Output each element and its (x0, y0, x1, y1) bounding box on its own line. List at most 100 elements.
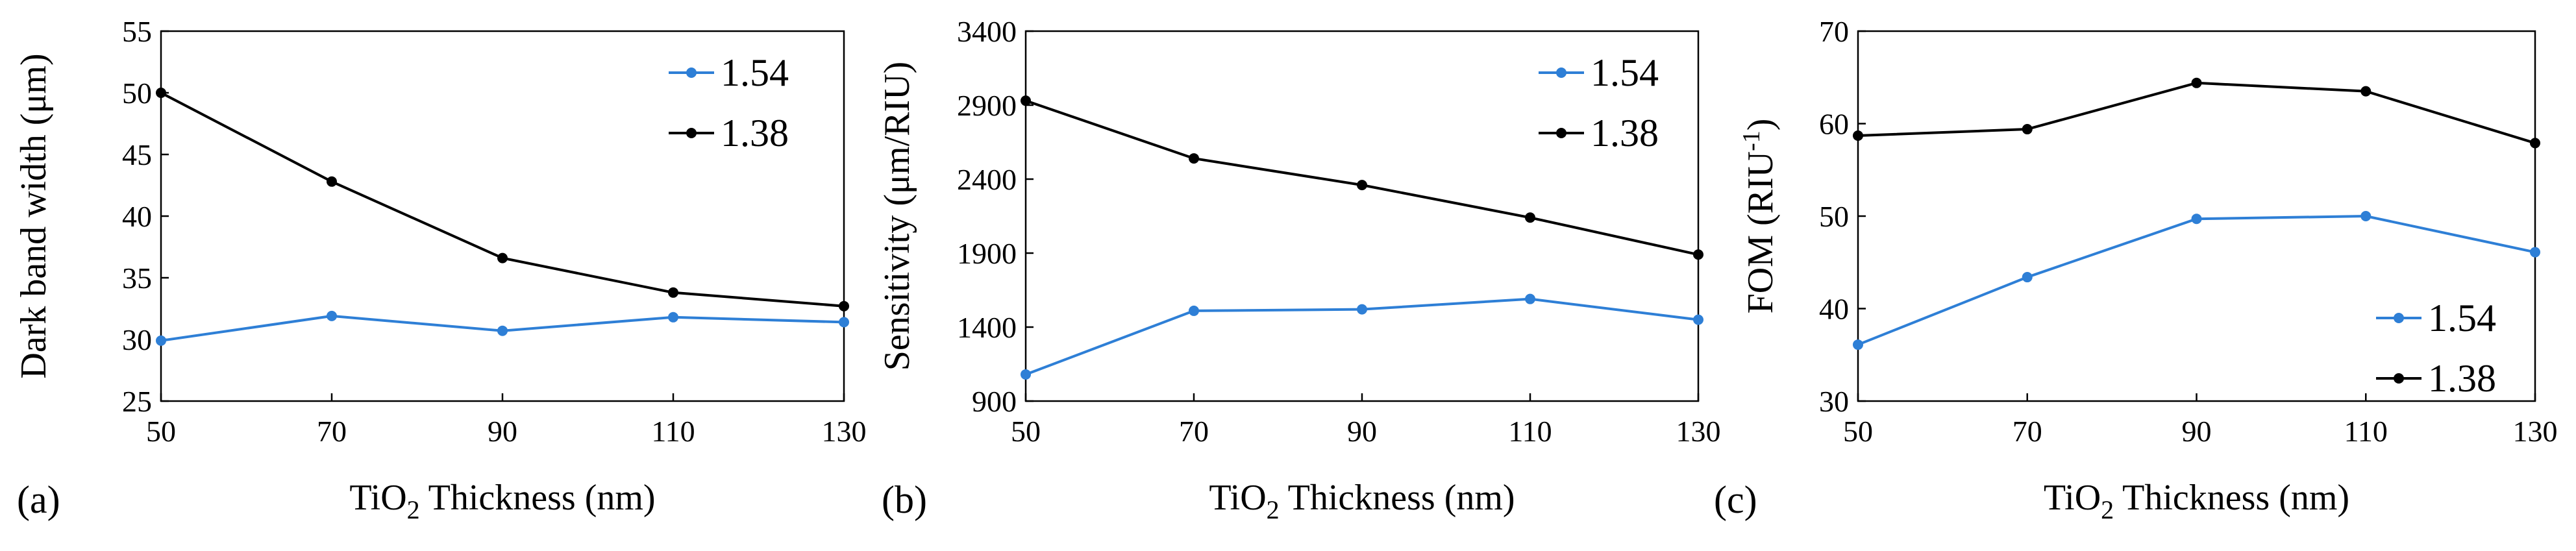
y-tick-label: 2900 (957, 89, 1017, 122)
series-1-38 (1853, 77, 2540, 149)
data-point (1189, 305, 1199, 316)
data-point (1021, 369, 1031, 380)
legend-swatch-marker (1556, 128, 1567, 138)
y-tick-label: 50 (1819, 200, 1849, 233)
panel-label: (c) (1714, 478, 1757, 521)
y-tick-label: 1900 (957, 237, 1017, 270)
x-axis-title-text: Thickness (nm) (420, 478, 656, 518)
data-point (668, 312, 678, 323)
x-tick-label: 70 (2012, 415, 2042, 448)
y-axis-title: Sensitivity (μm/RIU) (877, 62, 917, 371)
legend-swatch-marker (686, 67, 697, 78)
legend-label: 1.38 (1591, 112, 1659, 154)
y-tick-label: 30 (1819, 385, 1849, 418)
y-tick-label: 30 (122, 323, 152, 356)
x-tick-label: 110 (1508, 415, 1552, 448)
data-point (1693, 314, 1703, 325)
chart-panel-b: 900 1400 1900 2400 2900 3400 50 70 90 110 130 TiO2 … (877, 15, 1721, 524)
y-tick-label: 40 (122, 200, 152, 233)
y-axis-title-superscript: -1 (1738, 130, 1765, 151)
data-point (2022, 124, 2033, 135)
legend-swatch-marker (686, 128, 697, 138)
legend-entry: 1.38 (2376, 357, 2496, 400)
y-tick-label: 45 (122, 138, 152, 171)
data-point (2191, 214, 2202, 225)
series-1-54 (1021, 293, 1703, 380)
data-point (1021, 95, 1031, 106)
y-tick-label: 50 (122, 77, 152, 110)
y-axis-title-text: ) (1740, 119, 1781, 131)
data-point (156, 88, 166, 98)
chart-panel-c: 30 40 50 60 70 50 70 90 110 130 TiO2 Thickness (nm… (1714, 15, 2558, 524)
x-tick-label: 130 (2513, 415, 2558, 448)
panel-label: (b) (882, 478, 927, 521)
legend-swatch-marker (2394, 373, 2404, 384)
data-point (1525, 293, 1535, 304)
x-axis-title: TiO2 Thickness (nm) (2044, 478, 2349, 524)
data-point (839, 317, 849, 328)
series-line (1857, 81, 2536, 145)
x-tick-label: 110 (651, 415, 695, 448)
legend-label: 1.54 (721, 51, 789, 94)
data-point (1525, 212, 1535, 223)
x-tick-label: 110 (2344, 415, 2388, 448)
chart-panel-a: 25 30 35 40 45 50 55 50 70 90 110 130 TiO2 Thickness… (14, 15, 867, 524)
legend-label: 1.38 (2428, 357, 2496, 400)
x-tick-label: 70 (1179, 415, 1209, 448)
series-1-38 (156, 88, 849, 312)
x-axis-title-text: Thickness (nm) (2114, 478, 2349, 518)
x-axis-title-subscript: 2 (1267, 495, 1280, 524)
x-axis-title: TiO2 Thickness (nm) (349, 478, 655, 524)
data-point (2530, 138, 2540, 149)
data-point (2360, 86, 2372, 97)
y-tick-label: 60 (1819, 108, 1849, 141)
series-1-54 (1853, 211, 2540, 350)
data-point (497, 325, 508, 336)
y-axis-title: Dark band width (μm) (14, 53, 54, 378)
y-tick-label: 25 (122, 385, 152, 418)
data-point (2530, 247, 2540, 258)
legend-swatch-marker (1556, 67, 1567, 78)
data-point (1853, 339, 1863, 350)
x-tick-label: 50 (1843, 415, 1873, 448)
x-tick-label: 90 (1347, 415, 1377, 448)
legend-entry: 1.38 (669, 112, 789, 154)
data-point (327, 310, 337, 321)
legend-label: 1.54 (2428, 297, 2496, 339)
data-point (1357, 180, 1367, 191)
x-tick-label: 130 (822, 415, 867, 448)
x-axis-title-text: TiO (2044, 478, 2101, 518)
y-tick-label: 900 (972, 385, 1017, 418)
data-point (1853, 130, 1863, 141)
data-point (156, 335, 166, 346)
legend-label: 1.54 (1591, 51, 1659, 94)
y-tick-label: 3400 (957, 15, 1017, 48)
data-point (839, 300, 849, 312)
legend-entry: 1.54 (669, 51, 789, 94)
x-axis-title-text: TiO (349, 478, 406, 518)
x-axis-title: TiO2 Thickness (nm) (1209, 478, 1515, 524)
data-point (1357, 304, 1367, 315)
y-tick-label: 70 (1819, 15, 1849, 48)
x-axis-title-subscript: 2 (407, 495, 420, 524)
x-axis-title-text: TiO (1209, 478, 1266, 518)
legend-entry: 1.38 (1539, 112, 1659, 154)
data-point (497, 252, 508, 263)
series-1-54 (156, 310, 849, 346)
legend-label: 1.38 (721, 112, 789, 154)
series-1-38 (1021, 95, 1703, 260)
data-point (1693, 249, 1703, 260)
x-tick-label: 70 (317, 415, 347, 448)
y-axis-title: FOM (RIU-1) (1738, 119, 1781, 314)
data-point (1189, 153, 1199, 164)
y-tick-label: 1400 (957, 311, 1017, 344)
x-tick-label: 90 (2182, 415, 2212, 448)
x-tick-label: 50 (146, 415, 176, 448)
legend-swatch-marker (2394, 313, 2404, 323)
data-point (2360, 211, 2372, 221)
legend-entry: 1.54 (2376, 297, 2496, 339)
y-tick-label: 35 (122, 262, 152, 295)
legend-entry: 1.54 (1539, 51, 1659, 94)
data-point (668, 287, 678, 298)
